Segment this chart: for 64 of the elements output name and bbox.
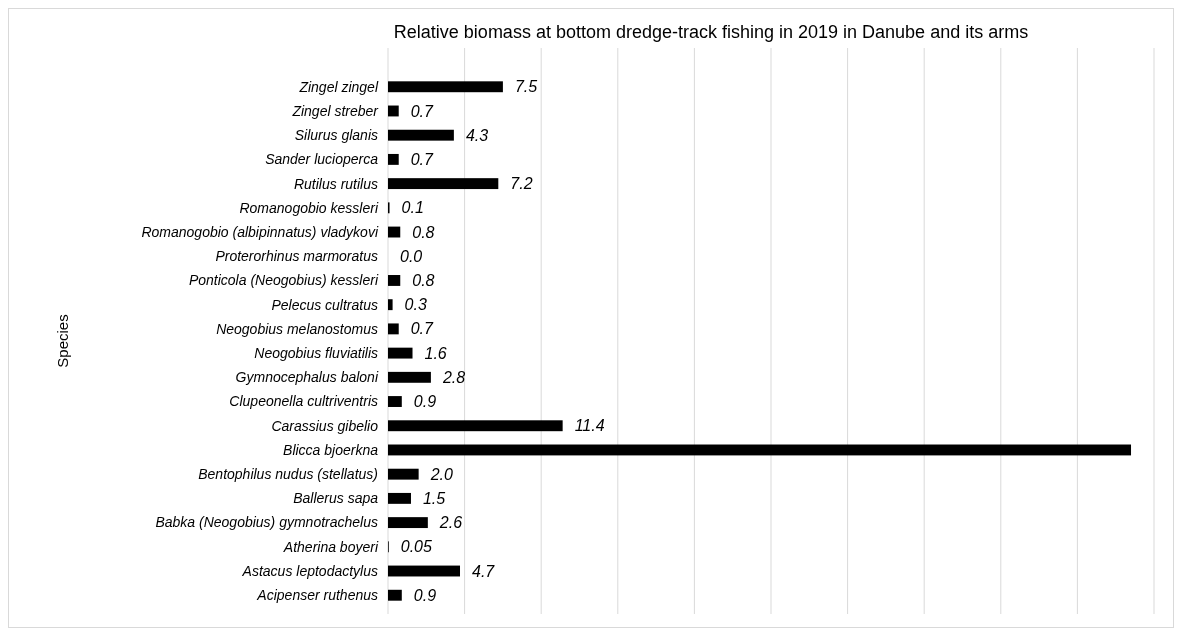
bar bbox=[388, 105, 399, 117]
data-label: 0.0 bbox=[400, 247, 423, 265]
bar bbox=[388, 396, 402, 407]
bar bbox=[388, 468, 419, 480]
bar bbox=[388, 492, 411, 504]
data-label: 0.1 bbox=[401, 199, 424, 217]
data-label: 4.7 bbox=[472, 562, 496, 580]
y-tick-label: Pelecus cultratus bbox=[271, 296, 378, 313]
y-tick-label: Zingel streber bbox=[291, 102, 380, 119]
y-tick-label: Ballerus sapa bbox=[293, 490, 379, 507]
data-label: 7.2 bbox=[510, 175, 533, 193]
y-tick-label: Sander lucioperca bbox=[265, 151, 379, 168]
y-tick-label: Zingel zingel bbox=[298, 78, 379, 95]
bar bbox=[388, 420, 563, 432]
bar bbox=[388, 323, 399, 335]
data-label: 11.4 bbox=[574, 417, 605, 435]
bar bbox=[388, 517, 428, 529]
data-label: 0.05 bbox=[400, 538, 433, 556]
data-label: 0.8 bbox=[412, 223, 435, 241]
y-tick-label: Rutilus rutilus bbox=[293, 175, 378, 192]
y-tick-label: Atherina boyeri bbox=[282, 538, 379, 555]
y-tick-label: Bentophilus nudus (stellatus) bbox=[198, 466, 378, 483]
bar bbox=[388, 129, 454, 141]
y-tick-label: Carassius gibelio bbox=[271, 417, 379, 434]
y-tick-label: Ponticola (Neogobius) kessleri bbox=[188, 272, 379, 289]
y-tick-label: Neogobius melanostomus bbox=[216, 320, 378, 337]
data-label: 0.7 bbox=[410, 151, 435, 168]
y-tick-label: Romanogobio kessleri bbox=[239, 199, 379, 216]
y-tick-label: Neogobius fluviatilis bbox=[254, 345, 378, 362]
data-label: 4.3 bbox=[465, 126, 489, 144]
bar bbox=[388, 565, 460, 577]
data-label: 2.0 bbox=[429, 465, 453, 483]
y-tick-label: Babka (Neogobius) gymnotrachelus bbox=[155, 514, 378, 531]
data-label: 0.7 bbox=[410, 102, 435, 120]
data-label: 0.8 bbox=[412, 272, 435, 290]
y-tick-label: Acipenser ruthenus bbox=[256, 587, 378, 604]
bar bbox=[388, 299, 393, 311]
y-tick-label: Romanogobio (albipinnatus) vladykovi bbox=[141, 223, 379, 240]
bar bbox=[388, 81, 503, 93]
data-label: 0.9 bbox=[413, 586, 437, 604]
data-label: 1.6 bbox=[424, 344, 447, 362]
data-label: 0.9 bbox=[413, 393, 437, 411]
data-label: 2.8 bbox=[441, 368, 466, 386]
data-label: 7.5 bbox=[514, 78, 538, 96]
y-tick-label: Proterorhinus marmoratus bbox=[215, 248, 378, 265]
y-axis-title: Species bbox=[54, 314, 71, 368]
chart-title: Relative biomass at bottom dredge-track fishing in 2019 in Danube and its arms bbox=[393, 22, 1029, 42]
y-tick-label: Clupeonella cultriventris bbox=[229, 393, 378, 410]
bar bbox=[388, 444, 1132, 456]
y-tick-label: Silurus glanis bbox=[294, 127, 378, 144]
bar bbox=[388, 275, 401, 286]
bar bbox=[388, 153, 399, 165]
bar bbox=[388, 226, 401, 238]
y-tick-label: Astacus leptodactylus bbox=[241, 562, 378, 579]
data-label: 1.5 bbox=[422, 489, 446, 507]
data-label: 0.7 bbox=[410, 320, 435, 338]
bar bbox=[388, 347, 413, 359]
y-tick-label: Blicca bjoerkna bbox=[283, 441, 379, 458]
data-label: 0.3 bbox=[404, 296, 427, 314]
bar bbox=[388, 178, 499, 190]
bar bbox=[388, 589, 402, 601]
bar bbox=[388, 371, 431, 383]
y-tick-label: Gymnocephalus baloni bbox=[235, 369, 379, 386]
data-label: 2.6 bbox=[438, 514, 463, 532]
